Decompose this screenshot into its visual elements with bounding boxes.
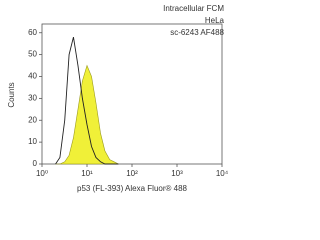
plot-frame (41, 23, 223, 165)
y-tick-label: 40 (28, 72, 37, 81)
chart: Intracellular FCM HeLa sc-6243 AF488 p53… (7, 4, 229, 193)
y-axis-label: Counts (7, 82, 16, 107)
x-tick-label: 10⁴ (216, 169, 229, 178)
y-tick-label: 20 (28, 115, 37, 124)
x-axis-label: p53 (FL-393) Alexa Fluor® 488 (77, 184, 188, 193)
y-tick-label: 10 (28, 137, 37, 146)
y-tick-label: 30 (28, 93, 37, 102)
y-tick-label: 0 (33, 159, 38, 168)
annotation: Intracellular FCM (163, 4, 224, 13)
x-tick-label: 10³ (171, 169, 183, 178)
annotation: HeLa (205, 16, 225, 25)
x-tick-label: 10⁰ (36, 169, 48, 178)
x-tick-label: 10² (126, 169, 138, 178)
histogram-area (55, 64, 119, 165)
y-tick-label: 50 (28, 50, 37, 59)
x-tick-label: 10¹ (81, 169, 93, 178)
annotation: sc-6243 AF488 (170, 28, 224, 37)
histogram-line (55, 37, 119, 165)
y-tick-label: 60 (28, 28, 37, 37)
